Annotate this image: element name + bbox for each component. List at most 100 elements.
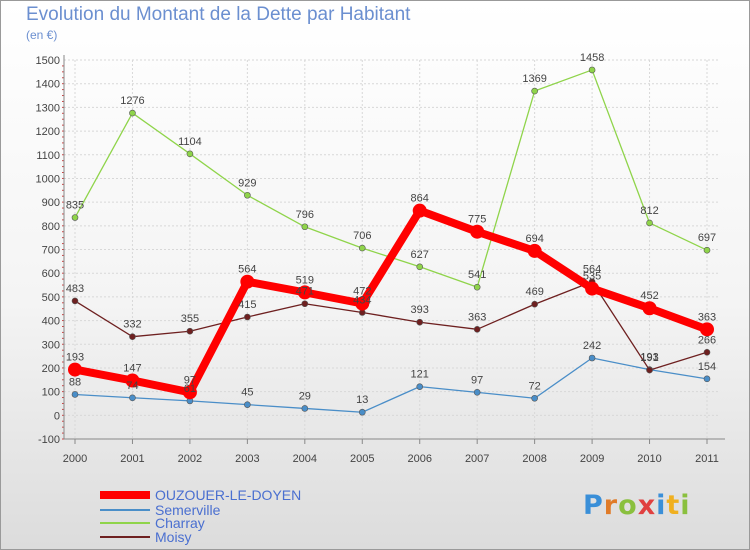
proxiti-logo: Proxiti	[583, 490, 691, 521]
x-tick-label: 2011	[695, 453, 719, 465]
data-label: 415	[238, 299, 256, 311]
x-tick-label: 2009	[580, 453, 604, 465]
data-point-charray	[358, 244, 366, 252]
x-tick-label: 2005	[350, 453, 374, 465]
data-point-charray	[186, 150, 194, 158]
x-tick-label: 2006	[407, 453, 431, 465]
y-tick-label: 400	[42, 316, 60, 328]
data-point-moisy	[416, 318, 424, 326]
y-tick-label: 800	[42, 221, 60, 233]
data-point-semerville	[703, 375, 711, 383]
x-tick-label: 2002	[178, 453, 202, 465]
legend-label: Charray	[155, 515, 205, 531]
y-tick-label: 100	[42, 387, 60, 399]
series-line-semerville	[74, 357, 708, 413]
data-point-semerville	[301, 405, 309, 412]
y-tick-label: 1000	[36, 173, 60, 185]
data-label: 706	[353, 230, 371, 242]
series-line-ouzouer-le-doyen	[71, 206, 711, 397]
data-label: 1104	[178, 136, 202, 148]
data-label: 1369	[522, 73, 546, 85]
data-label: 393	[411, 304, 429, 316]
data-label: 812	[640, 205, 658, 217]
data-point-charray	[129, 109, 136, 117]
data-label: 627	[411, 249, 429, 261]
data-point-charray	[416, 263, 424, 271]
y-tick-label: 1100	[36, 150, 60, 162]
data-label: 191	[640, 352, 658, 364]
data-point-ouzouer-le-doyen	[68, 362, 82, 377]
series-line-moisy	[74, 281, 708, 371]
data-point-charray	[71, 214, 79, 221]
x-tick-label: 2008	[522, 453, 546, 465]
data-label: 355	[181, 313, 199, 325]
data-point-moisy	[129, 333, 136, 340]
data-point-ouzouer-le-doyen	[585, 281, 600, 296]
data-label: 154	[698, 361, 716, 373]
data-point-moisy	[301, 300, 309, 308]
data-label: 519	[296, 274, 314, 286]
data-label: 97	[184, 374, 196, 386]
data-label: 363	[698, 311, 716, 323]
data-label: 452	[640, 290, 658, 302]
data-label: 796	[296, 209, 314, 221]
data-point-ouzouer-le-doyen	[125, 373, 140, 388]
data-label: 97	[471, 374, 483, 386]
data-label: 45	[241, 387, 253, 399]
legend-label: OUZOUER-LE-DOYEN	[155, 487, 301, 503]
data-point-moisy	[71, 297, 79, 305]
data-label: 121	[411, 369, 429, 381]
data-point-charray	[646, 219, 653, 227]
data-point-ouzouer-le-doyen	[470, 224, 485, 239]
data-label: 88	[69, 376, 81, 388]
legend-label: Moisy	[155, 529, 192, 545]
data-label: 434	[353, 295, 371, 307]
data-point-charray	[244, 191, 251, 199]
data-point-moisy	[244, 313, 251, 321]
data-point-charray	[588, 66, 596, 74]
data-point-charray	[473, 283, 481, 291]
data-label: 564	[583, 264, 601, 276]
data-point-charray	[301, 223, 309, 231]
data-label: 564	[238, 264, 256, 276]
data-label: 29	[299, 390, 311, 402]
chart-subtitle: (en €)	[26, 28, 58, 42]
x-tick-label: 2010	[637, 453, 661, 465]
data-label: 697	[698, 232, 716, 244]
data-label: 694	[525, 233, 543, 245]
y-tick-label: 300	[42, 339, 60, 351]
data-label: 929	[238, 177, 256, 189]
data-label: 864	[411, 193, 429, 205]
y-tick-label: 600	[42, 268, 60, 280]
chart-title: Evolution du Montant de la Dette par Hab…	[26, 4, 411, 25]
data-label: 72	[529, 380, 541, 392]
data-point-semerville	[473, 389, 481, 396]
y-tick-label: 500	[42, 292, 60, 304]
y-tick-label: 1500	[36, 55, 60, 67]
data-point-semerville	[531, 394, 538, 402]
data-point-ouzouer-le-doyen	[700, 322, 714, 337]
x-tick-label: 2003	[235, 453, 259, 465]
data-label: 193	[640, 352, 658, 364]
y-tick-label: 200	[42, 363, 60, 375]
data-point-moisy	[473, 326, 481, 333]
data-label: 61	[184, 383, 196, 395]
y-tick-label: -100	[38, 434, 60, 446]
data-label: 332	[123, 319, 141, 331]
legend-label: Semerville	[155, 502, 221, 518]
data-label: 266	[698, 334, 716, 346]
data-point-ouzouer-le-doyen	[642, 301, 657, 316]
data-label: 835	[66, 200, 84, 212]
data-point-moisy	[646, 366, 653, 374]
data-point-semerville	[244, 401, 251, 408]
data-label: 147	[123, 362, 141, 374]
y-tick-label: 900	[42, 197, 60, 209]
data-label: 242	[583, 340, 601, 352]
y-tick-label: 0	[54, 410, 60, 422]
data-point-moisy	[531, 300, 538, 308]
data-point-semerville	[71, 391, 79, 398]
data-label: 469	[525, 286, 543, 298]
y-tick-label: 1400	[36, 79, 60, 91]
x-tick-label: 2000	[63, 453, 87, 465]
data-point-moisy	[703, 349, 711, 356]
